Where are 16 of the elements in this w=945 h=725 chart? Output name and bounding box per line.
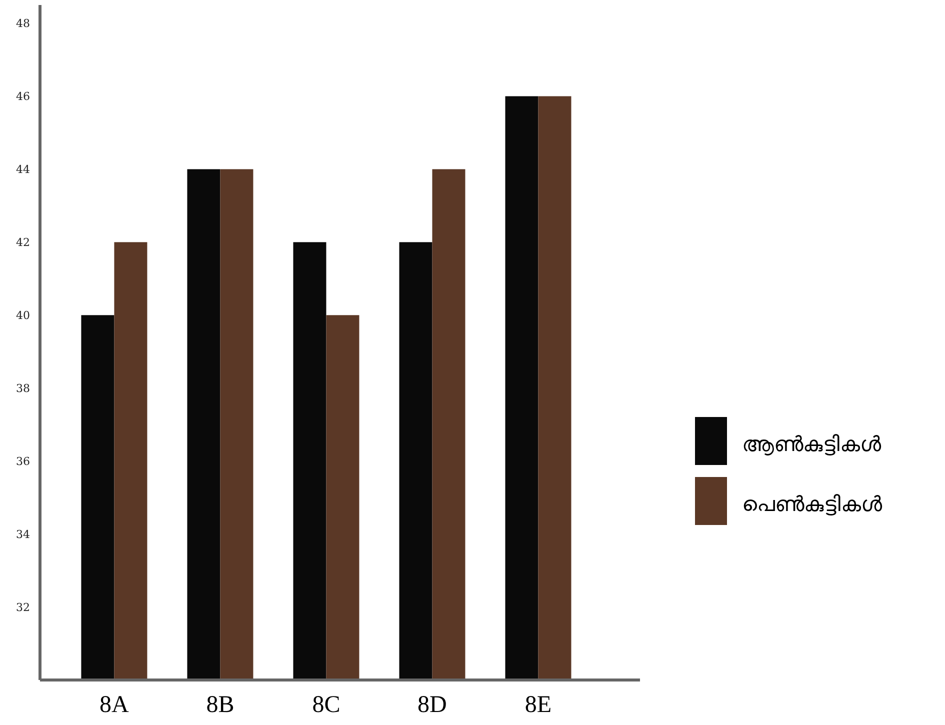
y-tick-label: 34	[16, 528, 30, 542]
x-tick-label: 8E	[524, 692, 552, 718]
y-tick-label: 32	[16, 601, 30, 614]
y-tick-label: 38	[16, 382, 30, 396]
x-tick-label: 8D	[418, 692, 447, 718]
x-tick-label: 8A	[100, 692, 130, 718]
legend-label: ആൺകുട്ടികൾ	[742, 432, 882, 456]
x-tick-label: 8B	[206, 692, 234, 718]
y-tick-label: 36	[16, 455, 30, 468]
legend-label: പെൺകുട്ടികൾ	[742, 492, 883, 516]
y-tick-label: 40	[16, 309, 30, 322]
y-tick-label: 46	[16, 90, 30, 104]
y-tick-label: 44	[16, 163, 30, 176]
x-tick-label: 8C	[312, 692, 340, 718]
y-tick-label: 48	[16, 17, 30, 30]
y-tick-label: 42	[16, 236, 30, 250]
